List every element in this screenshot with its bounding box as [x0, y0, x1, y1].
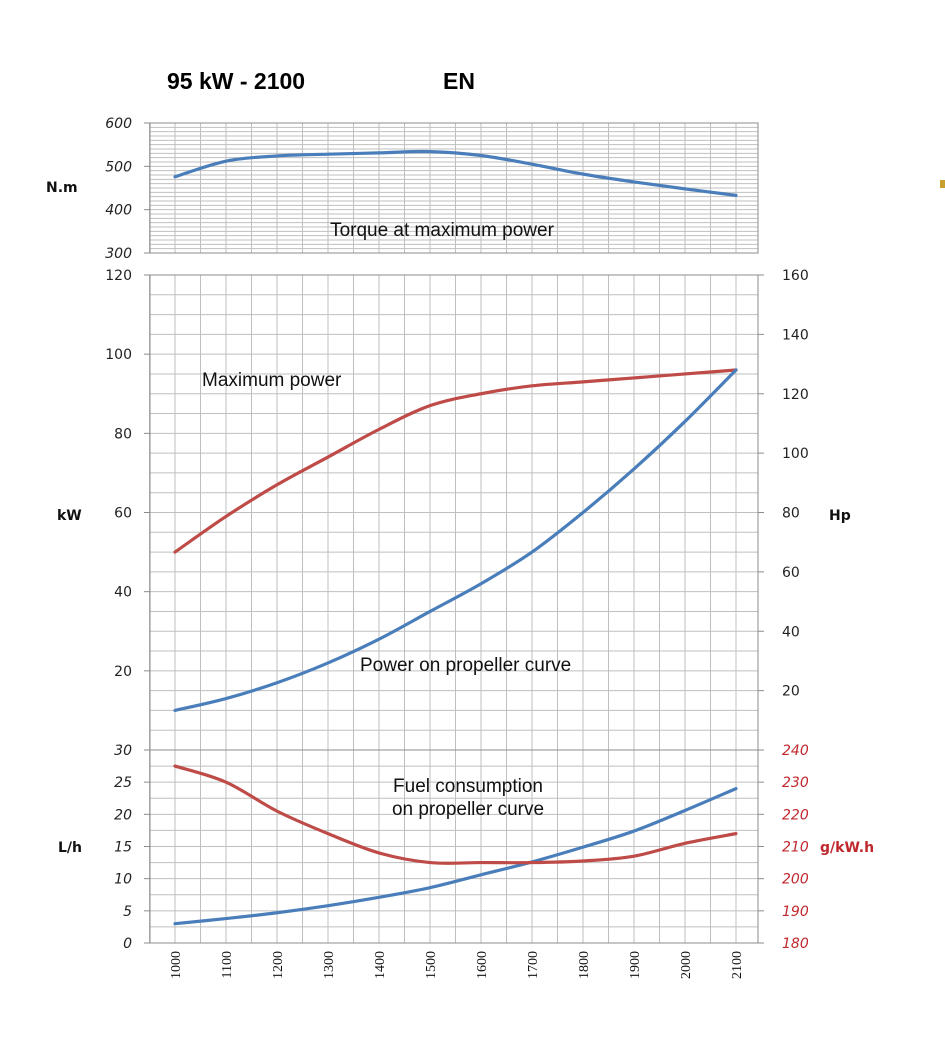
red-series-line	[173, 368, 738, 554]
y2-tick-label: 20	[782, 684, 800, 700]
y2-tick-label: 220	[782, 807, 809, 823]
engine-model-title: 95 kW - 2100	[167, 68, 306, 94]
x-tick-label: 2000	[679, 951, 694, 979]
y2-axis-label: Hp	[829, 508, 851, 524]
edge-marker	[940, 180, 945, 188]
x-tick-label: 1900	[628, 951, 643, 979]
y2-tick-label: 160	[782, 268, 809, 284]
x-tick-label: 1400	[373, 951, 388, 979]
y2-tick-label: 40	[782, 624, 800, 640]
annotation-fuel-line2: on propeller curve	[392, 799, 544, 820]
y2-axis-label: g/kW.h	[820, 840, 874, 856]
annotation-propeller-power: Power on propeller curve	[360, 655, 571, 676]
y2-tick-label: 180	[782, 936, 809, 952]
x-tick-label: 2100	[730, 951, 745, 979]
y-tick-label: 80	[114, 426, 132, 442]
x-tick-label: 1700	[526, 951, 541, 979]
y-tick-label: 120	[105, 268, 132, 284]
panel-1: 300 400 500 600 N.m	[46, 116, 759, 262]
y-tick-label: 40	[114, 585, 132, 601]
y-tick-label: 15	[114, 840, 132, 856]
x-tick-label: 1500	[424, 951, 439, 979]
blue-series-line	[173, 787, 738, 926]
y-tick-label: 400	[105, 203, 132, 219]
x-tick-label: 1000	[169, 951, 184, 979]
x-tick-label: 1100	[220, 951, 235, 978]
blue-series-line	[173, 149, 738, 197]
red-series-line	[173, 764, 738, 865]
x-tick-label: 1200	[271, 951, 286, 979]
annotation-maximum-power: Maximum power	[202, 370, 342, 391]
plot-frame	[149, 122, 759, 254]
y-tick-label: 100	[105, 347, 132, 363]
y2-tick-label: 120	[782, 387, 809, 403]
annotation-torque: Torque at maximum power	[330, 220, 555, 241]
y-axis-label: kW	[57, 508, 82, 524]
y2-tick-label: 100	[782, 446, 809, 462]
annotation-fuel-line1: Fuel consumption	[393, 776, 543, 797]
y-tick-label: 20	[114, 664, 132, 680]
language-code: EN	[443, 68, 475, 94]
x-tick-label: 1800	[577, 951, 592, 979]
panel-3: 0 5 10 15 20 25 30 L/h 180 190 200 210 220 230 240 g/kW…	[58, 743, 874, 952]
blue-series-line	[173, 368, 738, 713]
y2-tick-label: 60	[782, 565, 800, 581]
y2-tick-label: 140	[782, 327, 809, 343]
y-tick-label: 600	[105, 116, 132, 132]
y-tick-label: 300	[105, 246, 132, 262]
y2-tick-label: 80	[782, 506, 800, 522]
y-tick-label: 0	[123, 936, 132, 952]
y2-tick-label: 240	[782, 743, 809, 759]
x-tick-label: 1600	[475, 951, 490, 979]
y2-tick-label: 190	[782, 904, 809, 920]
y2-tick-label: 200	[782, 872, 809, 888]
y-tick-label: 60	[114, 506, 132, 522]
y-tick-label: 20	[114, 807, 132, 823]
y-axis-label: N.m	[46, 180, 78, 196]
y-tick-label: 30	[114, 743, 132, 759]
y-tick-label: 10	[114, 872, 132, 888]
y-axis-label: L/h	[58, 840, 82, 856]
y-tick-label: 25	[114, 775, 132, 791]
panel-2: 20 40 60 80 100 120 kW 20 40 60 80 100 120 140 160 Hp	[57, 268, 851, 751]
y2-tick-label: 230	[782, 775, 809, 791]
y-tick-label: 5	[123, 904, 132, 920]
x-tick-label: 1300	[322, 951, 337, 979]
y-tick-label: 500	[105, 159, 132, 175]
y2-tick-label: 210	[782, 840, 809, 856]
